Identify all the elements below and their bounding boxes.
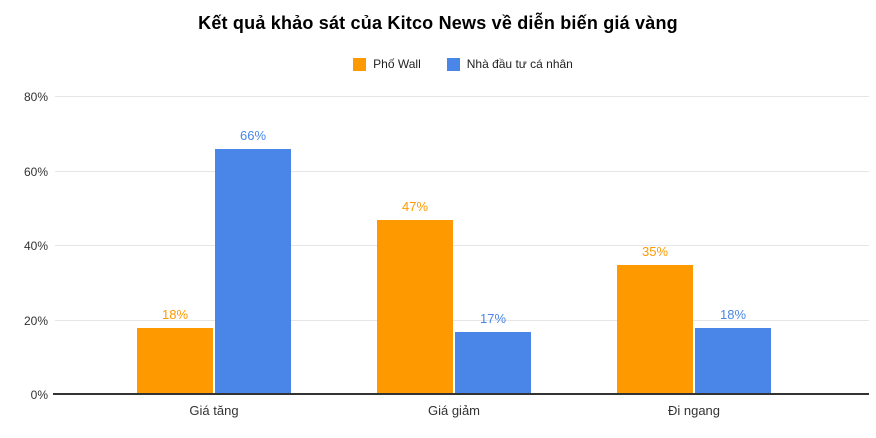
- gridline: [55, 319, 869, 321]
- bar-value-label: 18%: [719, 306, 747, 322]
- gridline: [55, 245, 869, 246]
- bar: 66%: [215, 128, 291, 395]
- legend-swatch-icon: [353, 57, 367, 71]
- bar-groups: 18% 66% 47% 17% 35% 18%: [57, 97, 869, 395]
- y-tick-label: 0%: [30, 388, 48, 402]
- bar-group: 47% 17%: [334, 97, 574, 395]
- y-tick-label: 60%: [23, 164, 48, 179]
- chart-title: Kết quả khảo sát của Kitco News về diễn …: [198, 13, 678, 33]
- gridline: [55, 96, 869, 97]
- bar-value-label: 17%: [479, 310, 507, 326]
- bar: 35%: [617, 244, 693, 395]
- plot-area: 0% 20% 40% 60% 80% 18% 66% 47% 17% 35% 18%: [24, 90, 869, 402]
- x-tick-label: Đi ngang: [667, 403, 721, 418]
- y-tick-label: 40%: [23, 239, 48, 253]
- bar-value-label: 66%: [239, 128, 267, 144]
- x-axis: Giá tăng Giá giảm Đi ngang: [57, 403, 869, 418]
- x-axis-baseline: [53, 393, 869, 395]
- bar: 17%: [455, 311, 531, 395]
- bar: 18%: [137, 307, 213, 395]
- legend: Phố Wall Nhà đầu tư cá nhân: [57, 57, 869, 71]
- x-tick-label: Giá giảm: [427, 403, 481, 418]
- bar-value-label: 35%: [641, 243, 669, 259]
- bar-value-label: 18%: [161, 306, 189, 322]
- bar-value-label: 47%: [401, 198, 429, 214]
- x-tick-label: Giá tăng: [189, 403, 239, 418]
- legend-label: Phố Wall: [373, 57, 421, 71]
- legend-item: Nhà đầu tư cá nhân: [446, 57, 573, 71]
- bar: 18%: [695, 307, 771, 395]
- gridline: [55, 170, 869, 172]
- bar: 47%: [377, 199, 453, 395]
- y-tick-label: 80%: [23, 90, 48, 104]
- legend-swatch-icon: [446, 57, 460, 71]
- bar-group: 35% 18%: [574, 97, 814, 395]
- legend-item: Phố Wall: [353, 57, 421, 71]
- legend-label: Nhà đầu tư cá nhân: [466, 57, 573, 71]
- y-tick-label: 20%: [23, 313, 48, 328]
- bar-group: 18% 66%: [94, 97, 334, 395]
